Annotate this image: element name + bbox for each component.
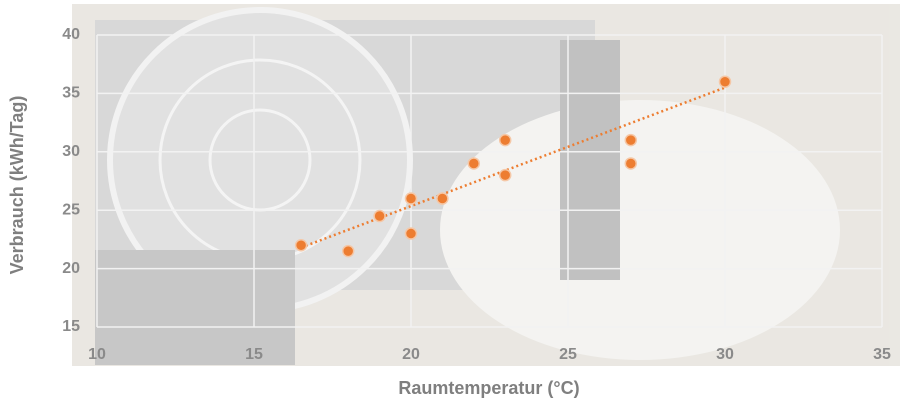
scatter-point bbox=[498, 133, 512, 147]
background-photo bbox=[72, 4, 900, 366]
trendline bbox=[300, 86, 726, 249]
scatter-point bbox=[498, 168, 512, 182]
x-tick-label: 35 bbox=[873, 346, 891, 363]
scatter-point bbox=[436, 192, 449, 205]
x-tick-label: 10 bbox=[88, 346, 106, 363]
scatter-point bbox=[373, 209, 386, 223]
x-tick-label: 20 bbox=[402, 346, 420, 363]
y-tick-label: 35 bbox=[62, 85, 80, 102]
scatter-point bbox=[404, 192, 418, 205]
scatter-point bbox=[404, 227, 418, 240]
scatter-point bbox=[294, 238, 308, 252]
y-tick-label: 15 bbox=[62, 318, 80, 335]
y-tick-label: 25 bbox=[62, 201, 80, 218]
scatter-point bbox=[467, 157, 481, 170]
scatter-point bbox=[718, 75, 732, 88]
scatter-point bbox=[341, 244, 355, 258]
x-axis-title: Raumtemperatur (°C) bbox=[398, 378, 579, 398]
scatter-point bbox=[624, 157, 638, 170]
y-axis-title: Verbrauch (kWh/Tag) bbox=[7, 96, 27, 275]
y-tick-label: 40 bbox=[62, 26, 80, 43]
x-tick-label: 15 bbox=[245, 346, 263, 363]
x-tick-label: 25 bbox=[559, 346, 577, 363]
y-tick-label: 20 bbox=[62, 260, 80, 277]
scatter-point bbox=[624, 133, 638, 147]
y-tick-label: 30 bbox=[62, 143, 80, 160]
x-tick-label: 30 bbox=[716, 346, 734, 363]
